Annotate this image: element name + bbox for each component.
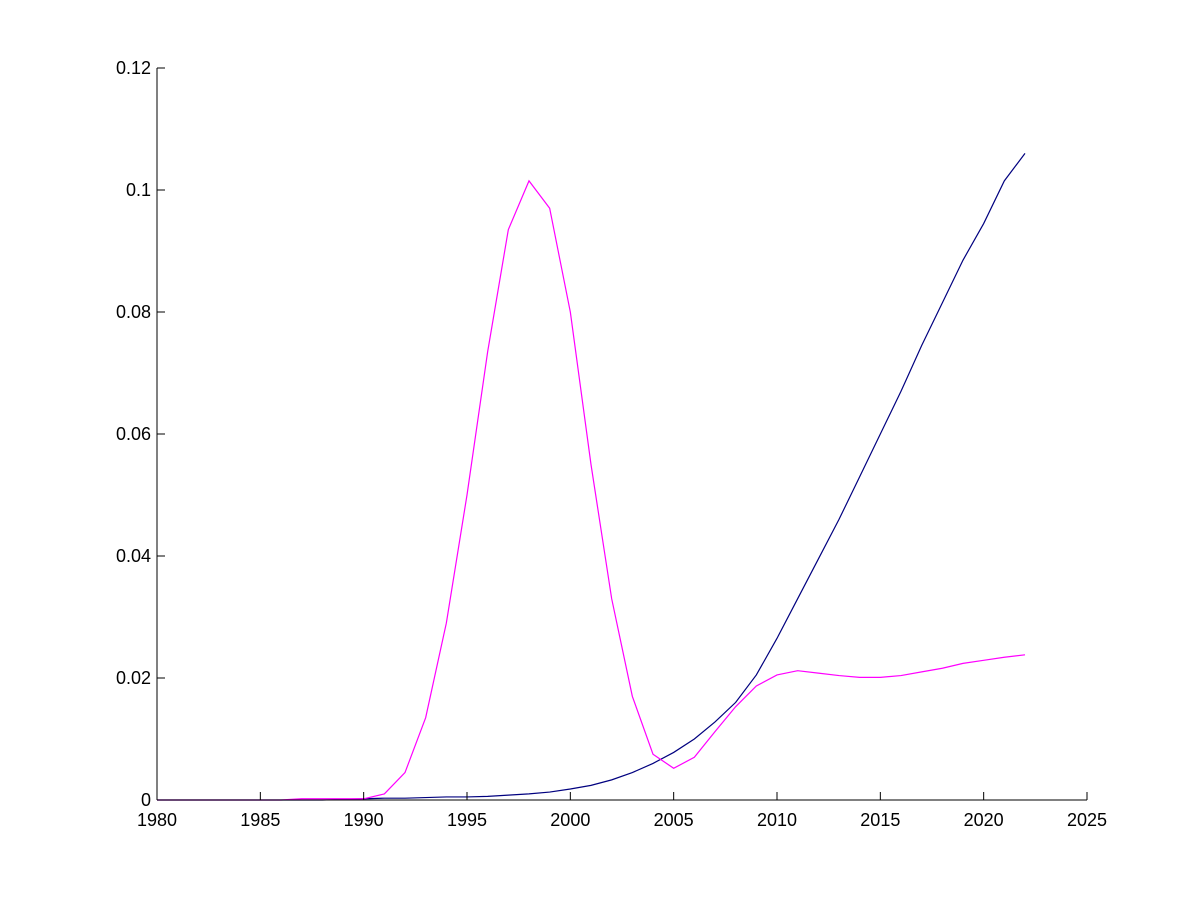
x-tick-label: 2015 bbox=[860, 810, 900, 830]
y-tick-label: 0.1 bbox=[126, 180, 151, 200]
y-tick-label: 0.12 bbox=[116, 58, 151, 78]
series-line-2 bbox=[157, 179, 1026, 801]
x-tick-label: 1995 bbox=[447, 810, 487, 830]
x-tick-label: 2020 bbox=[964, 810, 1004, 830]
x-tick-label: 2005 bbox=[654, 810, 694, 830]
y-tick-label: 0.02 bbox=[116, 668, 151, 688]
y-tick-label: 0.04 bbox=[116, 546, 151, 566]
y-tick-label: 0.08 bbox=[116, 302, 151, 322]
x-tick-label: 1990 bbox=[344, 810, 384, 830]
x-tick-label: 2010 bbox=[757, 810, 797, 830]
axes-layer: 1980 1985 1990 1995 2000 2005 2010 2015 2020 2025… bbox=[116, 58, 1107, 830]
x-tick-label: 2000 bbox=[550, 810, 590, 830]
x-tick-label: 1980 bbox=[137, 810, 177, 830]
y-tick-label: 0.06 bbox=[116, 424, 151, 444]
x-tick-label: 1985 bbox=[240, 810, 280, 830]
y-tick-label: 0 bbox=[141, 790, 151, 810]
x-tick-label: 2025 bbox=[1067, 810, 1107, 830]
